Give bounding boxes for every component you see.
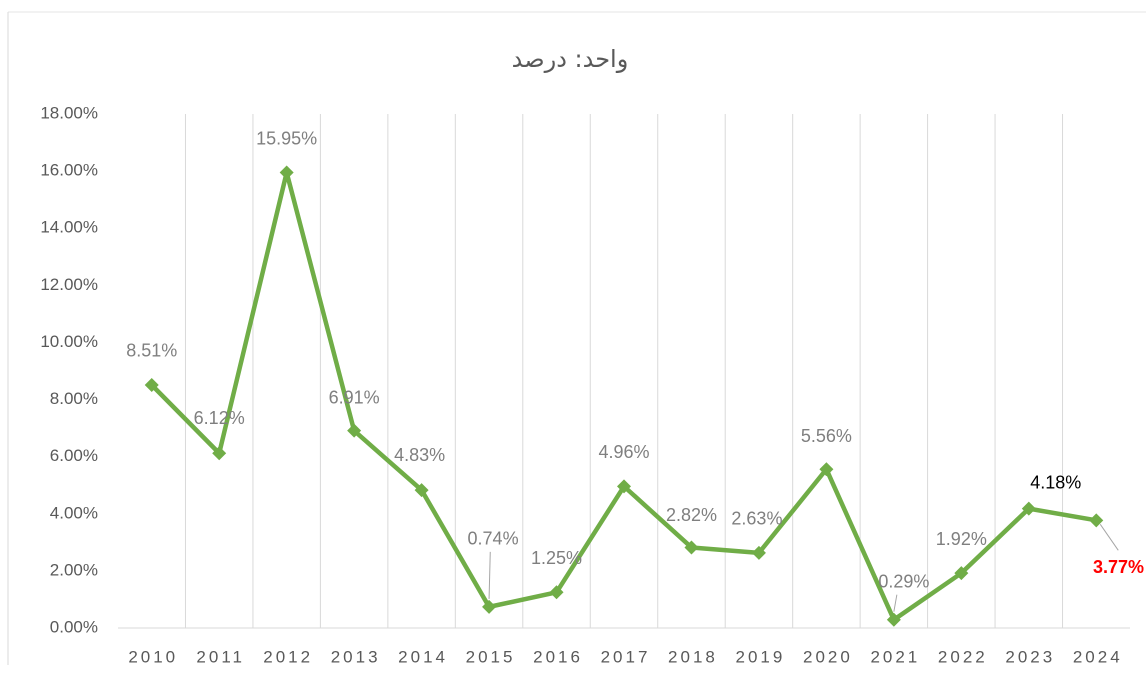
data-label: 2.63%: [731, 509, 782, 529]
line-series: [150, 170, 1097, 622]
data-label: 1.92%: [936, 529, 987, 549]
x-tick-label: 2023: [1005, 647, 1055, 666]
y-tick-label: 12.00%: [40, 275, 98, 294]
data-label: 4.18%: [1030, 472, 1081, 492]
marker: [819, 462, 834, 477]
marker: [617, 479, 631, 494]
leader-line: [1099, 524, 1119, 551]
y-tick-label: 0.00%: [50, 617, 98, 636]
marker: [954, 566, 969, 581]
marker: [684, 540, 699, 555]
marker: [886, 612, 901, 627]
x-tick-label: 2011: [196, 647, 245, 666]
data-label: 4.83%: [394, 445, 445, 465]
marker: [751, 545, 766, 560]
x-tick-label: 2010: [128, 647, 178, 666]
marker: [482, 599, 497, 614]
x-tick-label: 2019: [736, 647, 786, 666]
data-label: 8.51%: [126, 341, 177, 361]
marker: [212, 446, 227, 461]
y-tick-label: 14.00%: [40, 218, 98, 237]
leader-line: [893, 594, 898, 612]
y-tick-label: 4.00%: [50, 503, 98, 522]
y-tick-label: 18.00%: [40, 103, 98, 122]
data-label: 0.74%: [468, 529, 519, 549]
data-label: 4.96%: [598, 442, 649, 462]
y-tick-label: 6.00%: [50, 446, 98, 465]
y-tick-label: 8.00%: [50, 389, 98, 408]
data-label: 15.95%: [256, 128, 317, 148]
x-tick-label: 2021: [870, 647, 920, 666]
leader-line: [488, 551, 491, 599]
x-tick-label: 2012: [263, 647, 313, 666]
y-tick-label: 2.00%: [50, 560, 98, 579]
data-label: 1.25%: [531, 548, 582, 568]
data-label: 6.12%: [194, 408, 245, 428]
marker: [144, 377, 159, 392]
x-tick-label: 2016: [533, 647, 583, 666]
x-tick-label: 2015: [466, 647, 516, 666]
y-tick-label: 10.00%: [40, 332, 98, 351]
x-tick-label: 2018: [668, 647, 718, 666]
marker: [347, 423, 362, 438]
x-tick-label: 2022: [938, 647, 988, 666]
marker: [279, 165, 294, 180]
data-label: 2.82%: [666, 505, 717, 525]
marker: [1021, 501, 1036, 516]
x-tick-label: 2024: [1073, 647, 1123, 666]
data-label: 5.56%: [801, 426, 852, 446]
marker: [1089, 513, 1104, 528]
chart-title: واحد: درصد: [512, 45, 629, 73]
x-tick-label: 2013: [331, 647, 381, 666]
data-label: 3.77%: [1093, 557, 1144, 577]
marker: [549, 585, 564, 600]
data-label: 6.91%: [329, 387, 380, 407]
x-tick-label: 2014: [398, 647, 448, 666]
x-tick-label: 2017: [601, 647, 651, 666]
data-label: 0.29%: [878, 571, 929, 591]
marker: [414, 483, 429, 498]
y-tick-label: 16.00%: [40, 161, 98, 180]
x-tick-label: 2020: [803, 647, 853, 666]
